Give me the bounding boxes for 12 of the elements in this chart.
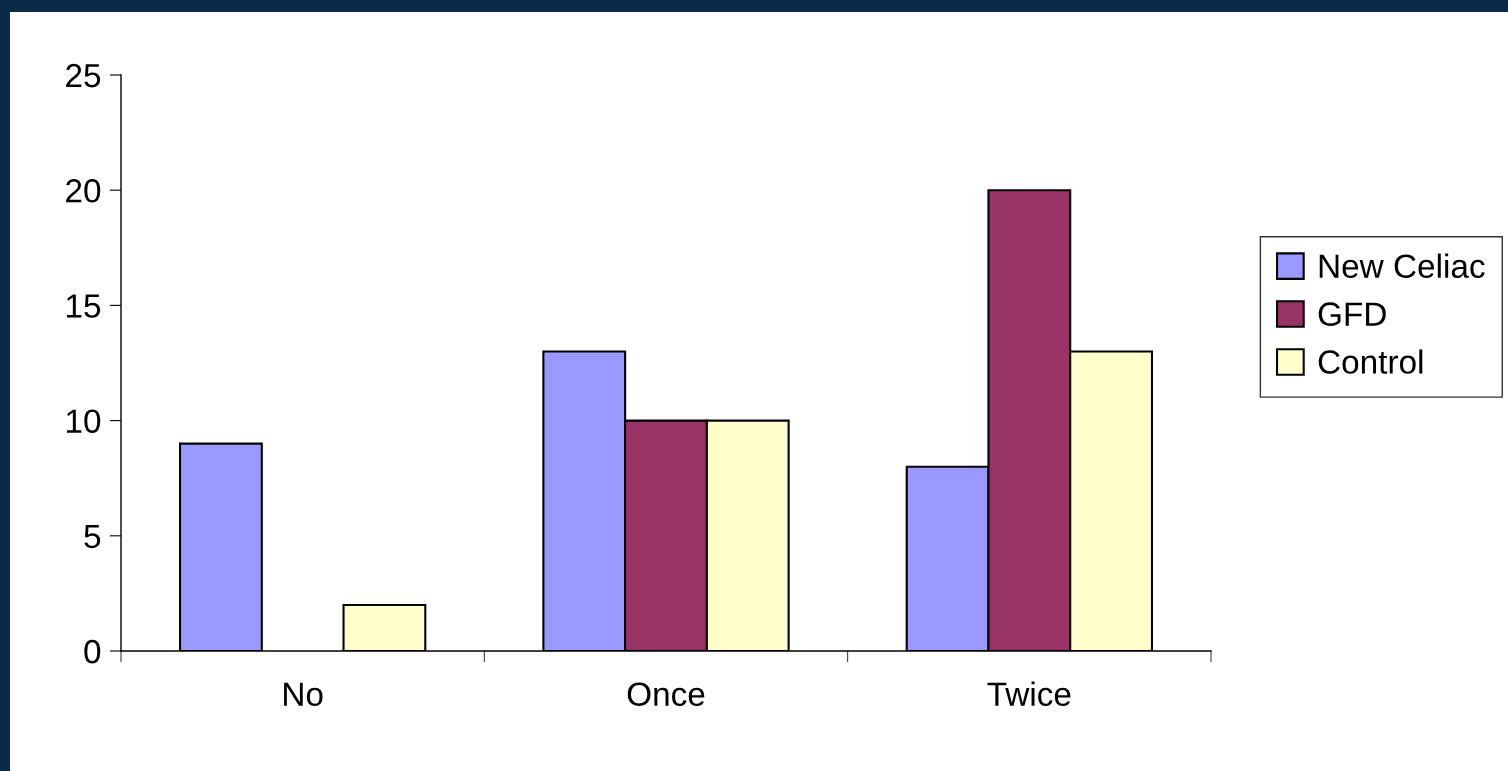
y-tick-label: 0 (84, 639, 101, 664)
x-tick-label: No (284, 682, 323, 707)
legend-label: GFD (1318, 302, 1386, 326)
y-tick-label: 25 (66, 63, 101, 88)
legend-label: Control (1318, 349, 1423, 374)
legend-label: New Celiac (1319, 253, 1485, 279)
x-tick-label: Once (627, 682, 705, 707)
y-tick-label: 15 (67, 294, 101, 318)
y-tick-label: 20 (66, 179, 101, 203)
y-tick-label: 5 (84, 524, 101, 549)
y-tick-label: 10 (67, 409, 101, 434)
x-tick-label: Twice (987, 681, 1071, 707)
